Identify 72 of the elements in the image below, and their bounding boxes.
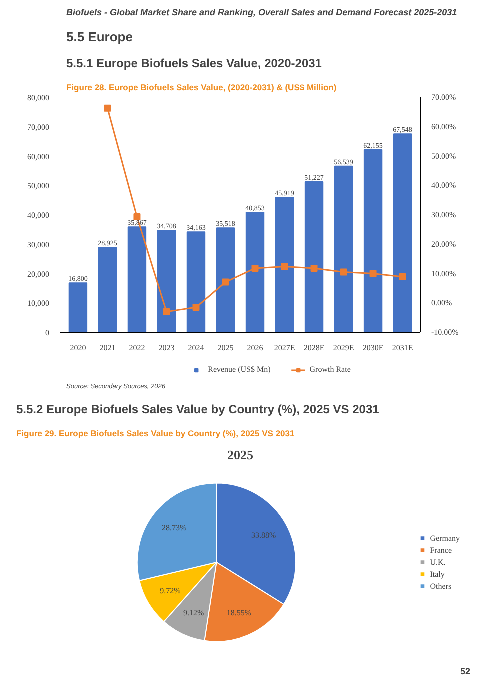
bar	[364, 149, 383, 332]
bar	[128, 226, 147, 332]
x-tick-label: 2031E	[392, 344, 414, 352]
x-tick-label: 2022	[129, 344, 146, 352]
y-tick-label: 50,000	[28, 182, 50, 191]
text: 5.5 Europe	[66, 30, 133, 44]
text: 5.5.2 Europe Biofuels Sales Value by Country (%), 2025 VS 2031	[16, 402, 380, 416]
bar	[186, 232, 206, 332]
x-tick-label: 2020	[70, 344, 86, 352]
point	[370, 270, 377, 278]
x-tick-label: 2027E	[274, 344, 296, 352]
bar	[275, 197, 294, 332]
legend-label: U.K.	[430, 557, 447, 567]
y-tick-label: 70,000	[28, 122, 50, 132]
data-label: 9.72%	[160, 586, 182, 596]
point	[163, 308, 170, 316]
text: Biofuels - Global Market Share and Ranking, Overall Sales and Demand Forecast 2025-2031	[66, 8, 458, 18]
x-tick-label: 2024	[188, 344, 204, 352]
y2-tick-label: 50.00%	[432, 152, 456, 161]
legend-label: Revenue (US$ Mn)	[208, 365, 271, 374]
bar	[216, 228, 236, 332]
y2-tick-label: 70.00%	[432, 93, 456, 102]
x-tick-label: 2021	[100, 344, 116, 352]
x-tick-label: 2030E	[362, 344, 384, 352]
point	[281, 263, 288, 270]
text: 52	[460, 666, 471, 676]
point	[310, 264, 318, 272]
x-tick-label: 2028E	[304, 344, 325, 352]
y2-tick-label: 60.00%	[432, 122, 456, 132]
x-tick-label: 2026	[247, 344, 264, 352]
y2-tick-label: 30.00%	[432, 210, 456, 220]
data-label: 9.12%	[183, 608, 204, 618]
bar	[98, 247, 118, 332]
point	[399, 273, 406, 280]
y2-tick-label: 10.00%	[432, 269, 456, 278]
data-label: 28.73%	[162, 524, 188, 533]
y2-tick-label: -10.00%	[432, 328, 460, 337]
y-tick-label: 10,000	[28, 299, 50, 308]
point	[104, 104, 112, 112]
legend-label: Germany	[430, 533, 460, 543]
y2-tick-label: 0.00%	[432, 298, 452, 308]
y-tick-label: 0	[46, 328, 50, 338]
point	[340, 268, 348, 276]
y-tick-label: 60,000	[28, 152, 50, 162]
y-tick-label: 20,000	[28, 270, 50, 279]
bar	[393, 134, 412, 332]
y2-tick-label: 40.00%	[432, 181, 456, 190]
chart-title: Figure 29. Europe Biofuels Sales Value by Country (%), 2025 VS 2031	[16, 428, 296, 438]
bar	[157, 230, 176, 332]
bar	[246, 212, 265, 332]
bar	[334, 166, 354, 332]
legend-label: Others	[430, 581, 452, 591]
y-tick-label: 80,000	[28, 94, 50, 102]
text: 5.5.1 Europe Biofuels Sales Value, 2020-2031	[66, 56, 322, 70]
bar	[304, 182, 324, 332]
x-tick-label: 2029E	[333, 344, 354, 352]
x-tick-label: 2025	[218, 344, 234, 352]
chart-subtitle: 2025	[228, 448, 254, 462]
y-tick-label: 40,000	[28, 211, 50, 220]
point	[252, 264, 259, 272]
point	[192, 304, 200, 312]
chart-title: Figure 28. Europe Biofuels Sales Value, (2020-2031) & (US$ Million)	[66, 82, 337, 92]
legend-label: Italy	[430, 569, 446, 579]
data-label: 33.88%	[252, 531, 277, 540]
x-tick-label: 2023	[158, 344, 175, 352]
y-tick-label: 30,000	[28, 240, 50, 250]
data-label: 18.55%	[226, 608, 252, 618]
y2-tick-label: 20.00%	[432, 240, 456, 249]
point	[222, 278, 230, 286]
legend-label: Growth Rate	[310, 365, 351, 374]
legend-label: France	[430, 545, 452, 555]
bar	[68, 282, 88, 332]
